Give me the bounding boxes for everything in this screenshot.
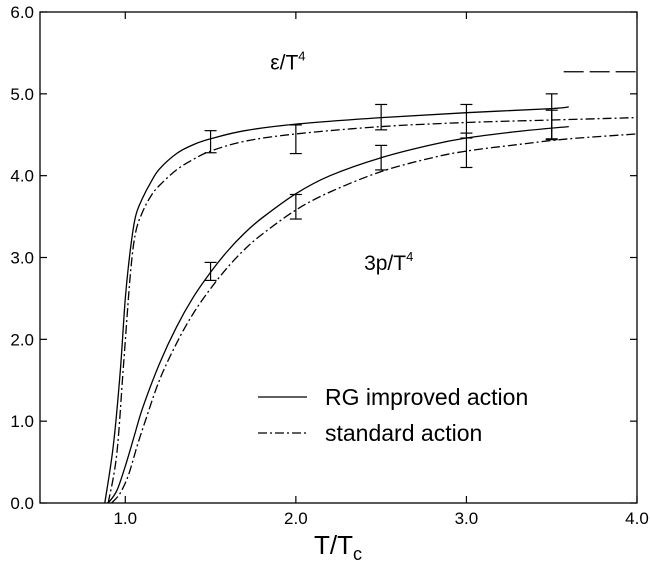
x-tick-label-0: 1.0 <box>113 509 137 528</box>
x-tick-label-2: 3.0 <box>455 509 479 528</box>
x-axis-title: T/Tc <box>314 530 362 564</box>
error-bar-8 <box>460 132 473 169</box>
series-layer <box>104 71 638 504</box>
legend-label-standard: standard action <box>325 420 482 446</box>
series-line-energy-density-solid <box>104 106 569 504</box>
y-tick-label-1: 1.0 <box>10 412 34 431</box>
series-line-energy-density-dashdot <box>107 116 638 504</box>
y-tick-label-3: 3.0 <box>10 249 34 268</box>
x-tick-label-1: 2.0 <box>284 509 308 528</box>
curve-label-0: ε/T4 <box>270 48 305 74</box>
error-bar-5 <box>204 261 217 282</box>
y-tick-label-0: 0.0 <box>10 494 34 513</box>
legend-label-rg-improved: RG improved action <box>325 384 528 410</box>
y-tick-label-4: 4.0 <box>10 167 34 186</box>
error-bar-0 <box>204 130 217 154</box>
series-line-pressure-dashdot <box>111 133 638 504</box>
error-bar-7 <box>375 144 388 171</box>
error-bar-1 <box>289 124 302 155</box>
error-bar-layer <box>204 93 558 282</box>
legend: RG improved action standard action <box>258 384 528 446</box>
error-bar-6 <box>289 193 302 220</box>
curve-label-1: 3p/T4 <box>364 249 413 275</box>
annotation-layer: ε/T4 3p/T4 <box>270 48 413 274</box>
y-tick-label-2: 2.0 <box>10 330 34 349</box>
x-tick-label-3: 4.0 <box>625 509 649 528</box>
axis-ticks: 1.0 2.0 3.0 4.0 0.0 1.0 2.0 3.0 4.0 5.0 6.0 <box>10 3 648 528</box>
y-tick-label-6: 6.0 <box>10 3 34 22</box>
error-bar-2 <box>375 103 388 131</box>
y-tick-label-5: 5.0 <box>10 85 34 104</box>
error-bar-9 <box>545 109 558 140</box>
series-line-pressure-solid <box>107 125 569 504</box>
